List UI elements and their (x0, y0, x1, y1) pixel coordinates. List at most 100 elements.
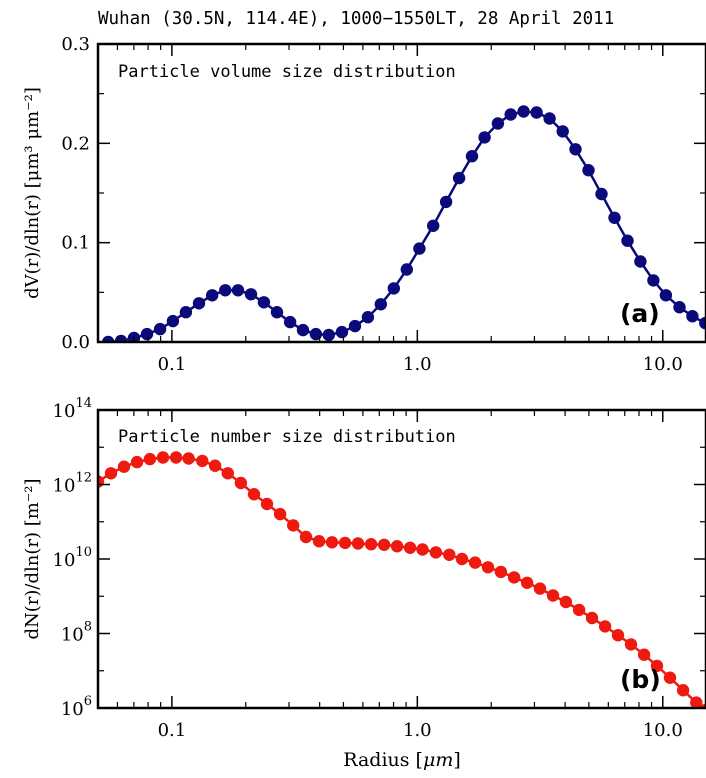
panel-b-caption: Particle number size distribution (118, 427, 456, 447)
volume-data-point (361, 311, 375, 324)
volume-data-point (569, 143, 582, 156)
number-data-point (520, 576, 534, 589)
panel-a-ticks: 0.1 1.0 10.0 0.0 0.1 0.2 0.3 (61, 34, 706, 375)
number-data-point (130, 455, 144, 469)
number-data-point (416, 543, 429, 556)
number-data-point (234, 476, 248, 490)
volume-data-point (206, 289, 219, 302)
number-y-tick-exponent: 8 (84, 620, 92, 635)
x-axis-label-prefix: Radius [ (343, 749, 423, 771)
number-y-tick-base: 10 (61, 625, 84, 646)
volume-data-point (595, 187, 608, 201)
number-data-point (611, 629, 625, 642)
volume-data-point (257, 296, 271, 309)
number-y-tick-exponent: 6 (84, 694, 92, 709)
panel-a-frame (96, 42, 706, 344)
volume-data-point (699, 316, 706, 330)
volume-data-point (102, 335, 115, 342)
number-y-tick-base: 10 (61, 699, 84, 720)
volume-data-point (283, 315, 297, 329)
number-data-point (481, 561, 495, 574)
volume-y-tick-label: 0.0 (61, 332, 90, 353)
number-data-point (650, 659, 664, 673)
volume-x-tick-label: 10.0 (643, 354, 683, 375)
number-data-point (208, 459, 222, 472)
number-data-point (690, 696, 703, 708)
number-data-point (221, 467, 234, 480)
volume-data-point (686, 310, 699, 323)
volume-data-point (491, 117, 505, 130)
number-data-point (429, 546, 443, 559)
volume-data-point (387, 282, 400, 295)
number-data-point (572, 603, 586, 617)
volume-y-tick-label: 0.3 (61, 34, 90, 55)
panel-b-ylabel: dN(r)/dln(r) [m⁻²] (22, 478, 43, 639)
volume-series (102, 105, 706, 342)
volume-x-tick-label: 0.1 (158, 354, 187, 375)
figure-title: Wuhan (30.5N, 114.4E), 1000−1550LT, 28 A… (98, 9, 614, 29)
volume-data-point (452, 171, 466, 185)
number-y-tick-base: 10 (53, 401, 76, 422)
volume-data-point (348, 319, 362, 333)
number-x-tick-label: 10.0 (643, 720, 683, 741)
volume-data-point (335, 325, 349, 339)
number-y-tick-exponent: 14 (75, 396, 92, 411)
volume-data-point (219, 284, 232, 297)
volume-data-point (231, 284, 245, 297)
number-data-point (546, 589, 560, 602)
number-data-point (338, 536, 352, 550)
number-data-point (182, 452, 195, 465)
number-data-point (273, 507, 287, 521)
volume-data-point (400, 263, 413, 276)
volume-data-point (659, 289, 673, 302)
number-data-point (494, 565, 508, 579)
number-data-point (325, 536, 339, 549)
number-plot-area (98, 451, 706, 708)
number-data-point (143, 452, 157, 466)
number-data-point (585, 611, 599, 625)
volume-data-point (179, 306, 193, 319)
volume-data-point (322, 328, 335, 342)
number-y-tick-base: 10 (53, 550, 76, 571)
number-data-point (403, 541, 417, 554)
volume-data-point (621, 234, 634, 247)
number-data-point (455, 552, 469, 566)
panel-a: 0.1 1.0 10.0 0.0 0.1 0.2 0.3 Particle volume s… (22, 34, 706, 375)
volume-data-point (530, 106, 543, 119)
volume-data-point (673, 301, 686, 314)
number-y-tick-label: 1010 (53, 545, 92, 571)
volume-data-point (413, 242, 426, 255)
number-data-point (196, 454, 209, 468)
x-axis-label: Radius [μm] (343, 749, 461, 771)
number-y-tick-label: 1012 (53, 471, 92, 497)
number-data-point (443, 548, 456, 561)
volume-data-point (244, 288, 258, 301)
panel-a-caption: Particle volume size distribution (118, 62, 456, 82)
number-data-point (117, 460, 131, 473)
number-data-point (624, 638, 638, 651)
volume-y-tick-label: 0.1 (61, 233, 90, 254)
volume-plot-area (102, 105, 706, 342)
number-data-point (598, 620, 612, 633)
volume-data-point (192, 297, 206, 310)
volume-data-point (504, 108, 517, 121)
number-data-point (533, 582, 547, 595)
panel-a-letter: (a) (620, 299, 660, 328)
panel-b-letter: (b) (620, 665, 661, 694)
volume-data-point (634, 255, 647, 268)
number-data-point (351, 537, 365, 550)
number-y-tick-label: 108 (61, 620, 92, 646)
volume-data-point (543, 112, 556, 125)
number-data-point (169, 451, 183, 464)
number-x-tick-label: 1.0 (403, 720, 432, 741)
number-data-point (663, 671, 677, 684)
volume-data-point (270, 306, 284, 319)
volume-data-point (556, 125, 569, 138)
volume-data-point (374, 298, 387, 311)
volume-data-point (608, 211, 621, 224)
volume-data-point (296, 323, 310, 337)
volume-data-point (582, 164, 595, 177)
volume-data-point (465, 150, 479, 163)
volume-data-point (140, 327, 154, 341)
